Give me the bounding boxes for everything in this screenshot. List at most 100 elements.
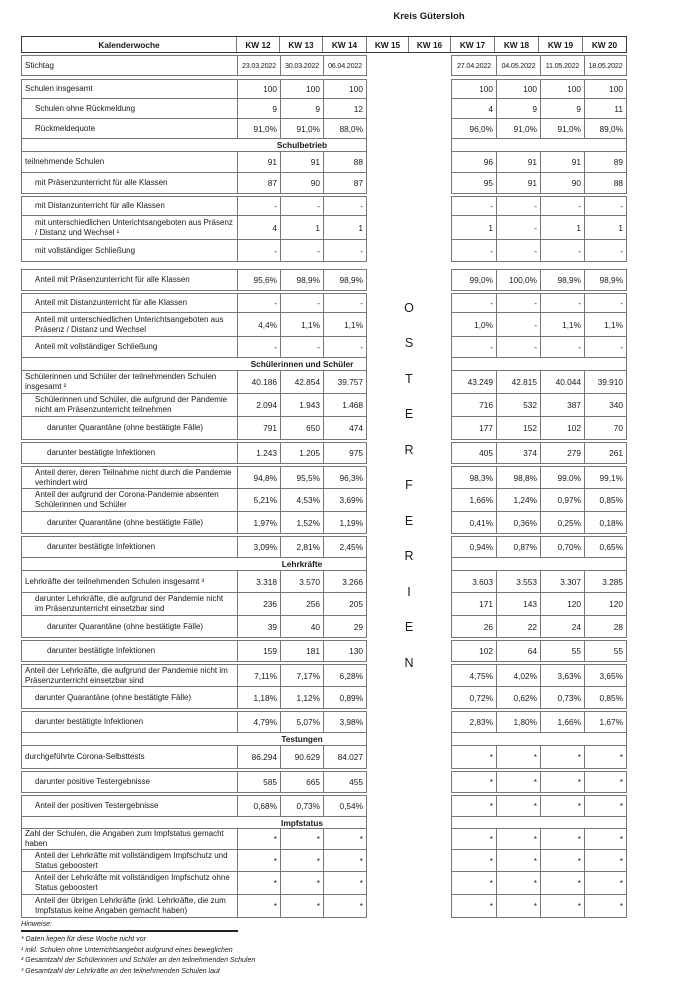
value-cell: *: [540, 772, 584, 792]
table-row: durchgeführte Corona-Selbsttests 86.294 90…: [21, 746, 627, 769]
holiday-gap: [367, 293, 451, 313]
row-left-block: Anteil mit unterschiedlichen Unterichtsa…: [21, 313, 367, 337]
row-label: Anteil der Lehrkräfte, die aufgrund der …: [25, 665, 228, 685]
row-label: Schülerinnen und Schüler der teilnehmend…: [25, 372, 217, 391]
row-label: Stichtag: [25, 60, 54, 70]
row-label: teilnehmende Schulen: [25, 157, 105, 167]
holiday-gap: [367, 733, 451, 746]
value-cell: -: [490, 342, 493, 352]
holiday-gap: [367, 99, 451, 119]
value-cell: *: [323, 850, 366, 871]
value-cell: *: [237, 895, 280, 917]
value-cell: *: [489, 752, 493, 762]
holiday-gap: [367, 240, 451, 262]
table-row: Rückmeldequote 91,0% 91,0% 88,0% 96,0% 91,0% 9…: [21, 119, 627, 139]
row-left-block: Anteil der aufgrund der Corona-Pandemie …: [21, 489, 367, 512]
value-cell: *: [280, 872, 323, 894]
value-cell: 0,87%: [496, 537, 540, 557]
table-row: Anteil mit Distanzunterricht für alle Kl…: [21, 293, 627, 313]
value-cell: 100: [496, 80, 540, 98]
row-right-block: 98,3% 98,8% 99,0% 99,1%: [451, 466, 627, 489]
holiday-gap: [367, 152, 451, 173]
value-cell: 91,0%: [280, 119, 323, 138]
value-cell: *: [584, 850, 626, 871]
value-cell: 0,18%: [584, 512, 626, 533]
section-title: Testungen: [281, 734, 323, 744]
section-title: Lehrkräfte: [281, 559, 323, 569]
value-cell: 4,4%: [237, 313, 280, 336]
row-left-block: Anteil mit Präsenzunterricht für alle Kl…: [21, 269, 367, 291]
row-right-block: ----: [451, 196, 627, 216]
table-row: Anteil der positiven Testergebnisse 0,68%…: [21, 795, 627, 817]
row-left-block: Anteil der übrigen Lehrkräfte (inkl. Leh…: [21, 895, 367, 918]
row-right-block: * * * *: [451, 850, 627, 872]
value-cell: 665: [280, 772, 323, 792]
value-cell: 9: [237, 99, 280, 118]
value-cell: 89,0%: [584, 119, 626, 138]
row-right-block: 99,0% 100,0% 98,9% 98,9%: [451, 269, 627, 291]
value-cell: 455: [323, 772, 366, 792]
value-cell: 96: [483, 157, 493, 167]
value-cell: 405: [479, 448, 493, 458]
holiday-gap: [367, 139, 451, 152]
table-row: teilnehmende Schulen 91 91 88 96 91 91 89: [21, 152, 627, 173]
value-cell: -: [323, 337, 366, 357]
holiday-gap: [367, 711, 451, 733]
holiday-gap: [367, 687, 451, 709]
holiday-gap: [367, 337, 451, 358]
row-right-block: [451, 817, 627, 829]
value-cell: 39.757: [323, 371, 366, 393]
value-cell: *: [496, 895, 540, 917]
value-cell: 91: [496, 152, 540, 172]
table-row: mit Distanzunterricht für alle Klassen - -…: [21, 196, 627, 216]
value-cell: 152: [496, 417, 540, 439]
value-cell: 5,21%: [237, 489, 280, 511]
holiday-gap: [367, 394, 451, 417]
value-cell: *: [584, 796, 626, 816]
holiday-gap: [367, 829, 451, 850]
value-cell: 99,1%: [584, 467, 626, 488]
holiday-gap: [367, 746, 451, 769]
row-left-block: darunter bestätigte Infektionen 1.243 1.20…: [21, 442, 367, 464]
holiday-gap: [367, 119, 451, 139]
value-cell: *: [540, 850, 584, 871]
row-left-block: darunter Quarantäne (ohne bestätigte Fäl…: [21, 616, 367, 638]
value-cell: 89: [584, 152, 626, 172]
value-cell: *: [280, 829, 323, 849]
value-cell: -: [490, 245, 493, 256]
value-cell: 87: [237, 173, 280, 193]
table-row: Anteil mit vollständiger Schließung - - - - -…: [21, 337, 627, 358]
value-cell: 95,6%: [237, 270, 280, 290]
value-cell: 100,0%: [496, 270, 540, 290]
value-cell: 236: [237, 593, 280, 615]
holiday-gap: [367, 371, 451, 394]
holiday-gap: [367, 895, 451, 918]
value-cell: -: [540, 240, 584, 261]
row-left-block: durchgeführte Corona-Selbsttests 86.294 90…: [21, 746, 367, 769]
row-right-block: 2,83% 1,80% 1,66% 1,67%: [451, 711, 627, 733]
value-cell: *: [489, 855, 493, 866]
value-cell: 91: [280, 152, 323, 172]
value-cell: 40.186: [237, 371, 280, 393]
row-label: darunter Lehrkräfte, die aufgrund der Pa…: [35, 594, 224, 613]
value-cell: 96,0%: [469, 123, 493, 134]
value-cell: 177: [479, 423, 493, 433]
row-left-block: darunter bestätigte Infektionen 4,79% 5,07…: [21, 711, 367, 733]
row-label: darunter Quarantäne (ohne bestätigte Fäl…: [47, 621, 204, 631]
row-left-block: Lehrkräfte: [21, 558, 367, 571]
value-cell: 0,72%: [469, 692, 493, 703]
value-cell: 7,17%: [280, 665, 323, 686]
table-row: Anteil mit Präsenzunterricht für alle Kl…: [21, 269, 627, 291]
row-right-block: ----: [451, 337, 627, 358]
value-cell: 1,52%: [280, 512, 323, 533]
value-cell: *: [237, 872, 280, 894]
value-cell: 1.205: [280, 443, 323, 463]
value-cell: 99,0%: [469, 275, 493, 285]
value-cell: 1: [540, 216, 584, 239]
value-cell: 94,8%: [237, 467, 280, 488]
holiday-gap: [367, 536, 451, 558]
value-cell: 88: [323, 152, 366, 172]
value-cell: 98,9%: [280, 270, 323, 290]
row-label: mit vollständiger Schließung: [35, 245, 136, 255]
